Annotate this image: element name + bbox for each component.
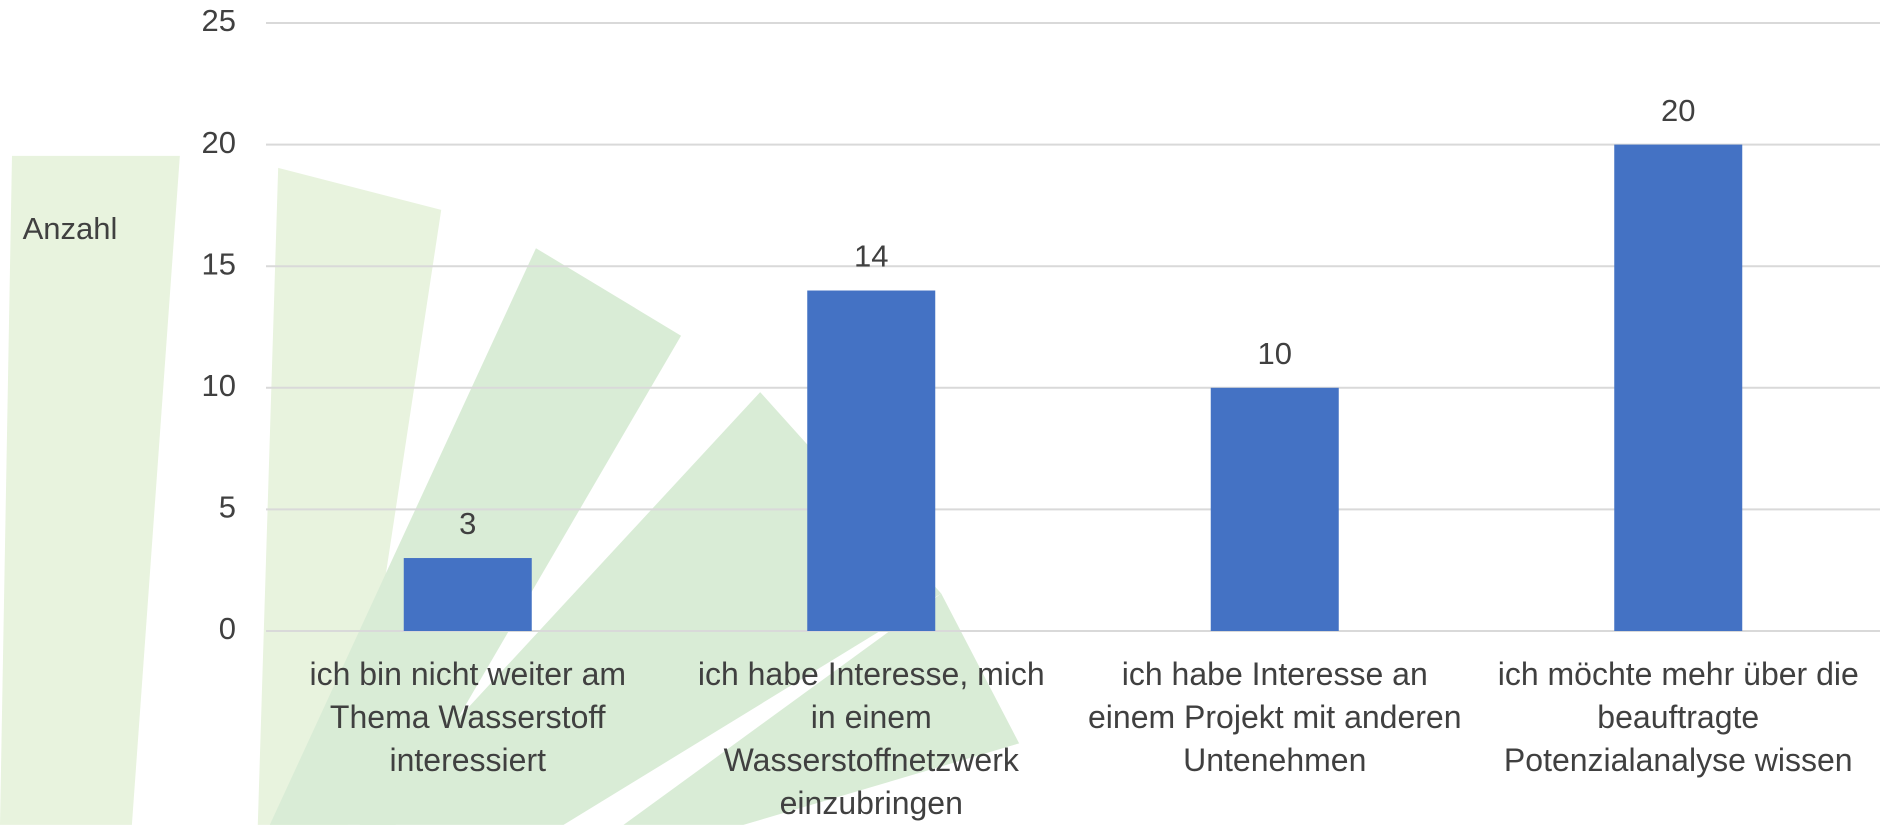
data-label: 20 (1661, 93, 1695, 128)
y-tick-label: 0 (219, 611, 236, 646)
y-axis-label: Anzahl (23, 211, 118, 246)
bar (403, 558, 532, 631)
background-rays (0, 155, 1020, 825)
x-tick-label: ich habe Interesse, mich in einem Wasser… (697, 656, 1045, 821)
x-tick-label: ich habe Interesse an einem Projekt mit … (1087, 656, 1462, 778)
x-tick-label: ich bin nicht weiter am Thema Wasserstof… (309, 656, 627, 778)
bar (1210, 387, 1339, 631)
bar (1614, 144, 1743, 631)
y-tick-label: 15 (202, 246, 236, 281)
y-tick-label: 20 (202, 125, 236, 160)
data-label: 3 (459, 506, 476, 541)
data-label: 10 (1258, 336, 1292, 371)
bar (807, 290, 936, 631)
data-label: 14 (854, 239, 888, 274)
y-tick-label: 5 (219, 490, 236, 525)
x-tick-label: ich möchte mehr über die beauftragte Pot… (1497, 656, 1859, 778)
y-tick-label: 10 (202, 368, 236, 403)
y-tick-label: 25 (202, 3, 236, 38)
